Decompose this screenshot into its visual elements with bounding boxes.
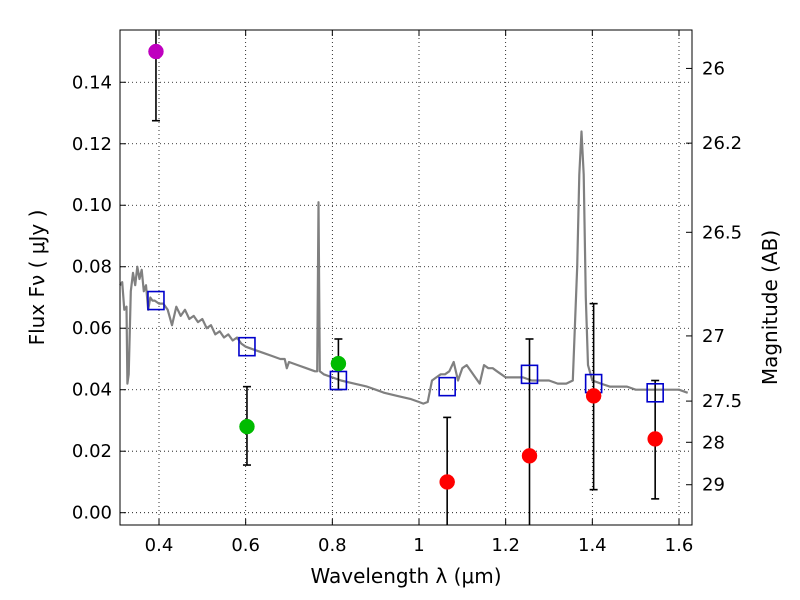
model-photometry-square — [646, 382, 664, 403]
x-tick-label: 1.4 — [578, 535, 607, 556]
ticks: 0.4 0.6 0.8 1 1.2 1.4 1.6 0.00 0.02 0.04 0.06 0.08 0… — [72, 30, 742, 556]
model-spectrum-layer — [119, 130, 689, 405]
model-photometry-square — [147, 290, 165, 311]
y2-tick-label: 29 — [702, 475, 725, 496]
y-tick-label: 0.12 — [72, 134, 112, 155]
x-tick-label: 0.8 — [318, 535, 347, 556]
model-photometry-square — [520, 364, 539, 385]
observed-red-point — [521, 448, 538, 464]
y2-tick-label: 26.5 — [702, 222, 742, 243]
y-axis-label: Flux Fν ( μJy ) — [25, 210, 49, 346]
observed-green-point — [239, 418, 255, 435]
observed-red-point — [647, 431, 663, 447]
observed-purple-point — [148, 43, 164, 60]
y-tick-label: 0.08 — [72, 257, 112, 278]
observed-green-point — [330, 355, 347, 372]
y2-tick-label: 27.5 — [702, 391, 742, 412]
y2-axis-label: Magnitude (AB) — [758, 230, 782, 385]
y-tick-label: 0.10 — [72, 195, 112, 216]
observed-red-point — [439, 474, 455, 490]
y-tick-label: 0.02 — [72, 441, 112, 462]
y2-tick-label: 28 — [702, 432, 725, 453]
y2-tick-label: 26 — [702, 58, 725, 79]
y2-tick-label: 26.2 — [702, 133, 742, 154]
y-tick-label: 0.14 — [72, 72, 112, 93]
grid — [120, 30, 692, 525]
errorbars — [151, 30, 660, 525]
x-tick-label: 1.6 — [665, 535, 694, 556]
y2-tick-label: 27 — [702, 326, 725, 347]
y-tick-label: 0.04 — [72, 380, 112, 401]
markers — [147, 43, 664, 490]
x-tick-label: 1 — [413, 535, 424, 556]
x-tick-label: 0.4 — [145, 535, 174, 556]
model-photometry-square — [238, 336, 256, 357]
x-tick-label: 0.6 — [231, 535, 260, 556]
observed-red-point — [585, 388, 602, 404]
plot-frame — [119, 29, 693, 526]
model-spectrum-line — [119, 130, 689, 405]
model-photometry-square — [329, 370, 348, 391]
y-tick-label: 0.00 — [72, 503, 112, 524]
x-tick-label: 1.2 — [491, 535, 520, 556]
model-photometry-square — [438, 376, 456, 397]
x-axis-label: Wavelength λ (μm) — [310, 564, 501, 588]
y-tick-label: 0.06 — [72, 318, 112, 339]
